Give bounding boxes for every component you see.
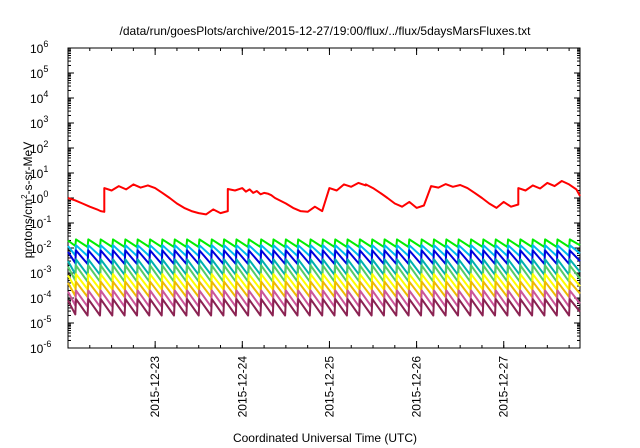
y-tick-label: 101 — [30, 164, 48, 181]
y-tick-label: 106 — [30, 39, 48, 56]
y-tick-label-base: 10 — [30, 242, 44, 256]
y-axis-label: protons/cm2-s-sr-MeV — [20, 142, 35, 258]
y-axis-label-superscript: 2 — [20, 194, 29, 199]
y-tick-label-base: 10 — [30, 317, 44, 331]
series-line-10 — [67, 298, 581, 317]
y-tick-label-base: 10 — [30, 142, 44, 156]
y-tick-label-base: 10 — [30, 217, 44, 231]
y-tick-label: 100 — [30, 189, 48, 206]
y-tick-label-base: 10 — [30, 342, 44, 356]
series-line-1 — [67, 180, 581, 216]
y-tick-label-base: 10 — [30, 267, 44, 281]
y-tick-label-base: 10 — [30, 167, 44, 181]
x-tick-label: 2015-12-26 — [410, 356, 424, 418]
y-tick-label-exponent: -4 — [43, 289, 51, 299]
y-tick-label: 103 — [30, 114, 48, 131]
y-tick-label-exponent: 3 — [43, 114, 48, 124]
plot-frame — [67, 47, 581, 349]
y-tick-label-exponent: 6 — [43, 39, 48, 49]
y-tick-label-base: 10 — [30, 42, 44, 56]
y-tick-label-base: 10 — [30, 117, 44, 131]
y-tick-label: 10-3 — [30, 264, 51, 281]
y-tick-label-base: 10 — [30, 67, 44, 81]
y-tick-label-exponent: -5 — [43, 314, 51, 324]
y-tick-label: 102 — [30, 139, 48, 156]
y-tick-label-exponent: 2 — [43, 139, 48, 149]
y-tick-label-exponent: 1 — [43, 164, 48, 174]
y-tick-label-exponent: -6 — [43, 339, 51, 349]
x-tick-label: 2015-12-27 — [497, 356, 511, 418]
y-tick-label-exponent: 5 — [43, 64, 48, 74]
y-axis-label-rest: -s-sr-MeV — [21, 142, 35, 195]
y-tick-label-exponent: -3 — [43, 264, 51, 274]
x-axis-label: Coordinated Universal Time (UTC) — [233, 431, 417, 445]
x-tick-label: 2015-12-25 — [322, 356, 336, 418]
y-tick-label: 104 — [30, 89, 48, 106]
y-tick-label: 10-6 — [30, 339, 51, 356]
chart-title: /data/run/goesPlots/archive/2015-12-27/1… — [120, 24, 532, 38]
y-tick-label: 10-4 — [30, 289, 51, 306]
y-tick-label-exponent: -1 — [43, 214, 51, 224]
x-tick-label: 2015-12-23 — [148, 356, 162, 418]
y-tick-label: 105 — [30, 64, 48, 81]
y-tick-label: 10-2 — [30, 239, 51, 256]
y-tick-label: 10-5 — [30, 314, 51, 331]
y-tick-label-exponent: 4 — [43, 89, 48, 99]
x-tick-label: 2015-12-24 — [235, 356, 249, 418]
y-tick-label-base: 10 — [30, 92, 44, 106]
y-tick-label-base: 10 — [30, 292, 44, 306]
y-tick-label-exponent: 0 — [43, 189, 48, 199]
y-tick-label-base: 10 — [30, 192, 44, 206]
y-tick-label-exponent: -2 — [43, 239, 51, 249]
y-tick-label: 10-1 — [30, 214, 51, 231]
y-axis-label-main: protons/cm — [21, 199, 35, 258]
